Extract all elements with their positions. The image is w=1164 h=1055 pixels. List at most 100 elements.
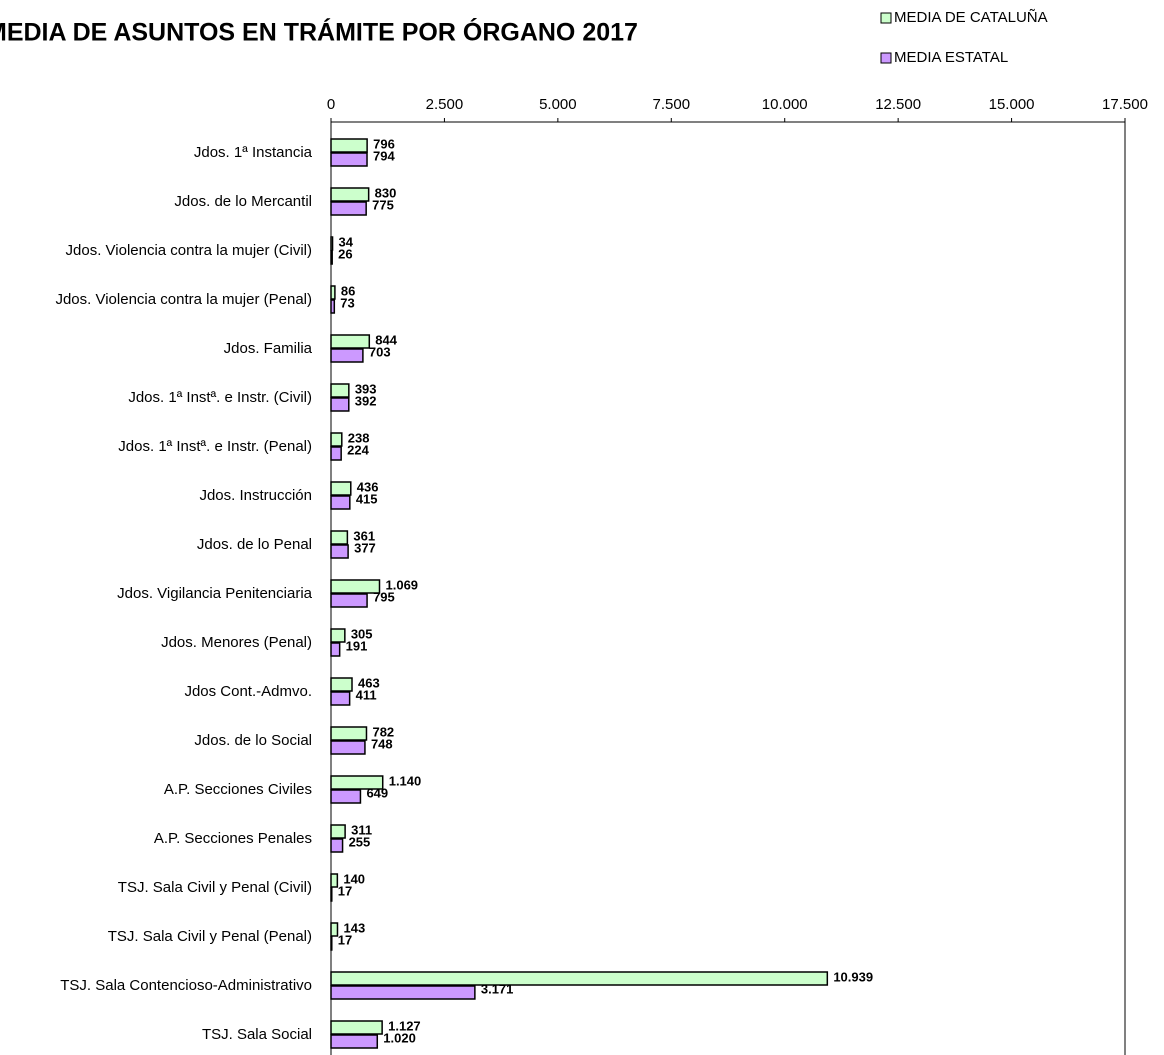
bar [330,138,368,153]
bar [330,887,333,902]
bar [330,971,829,986]
x-tick-label: 2.500 [426,96,464,113]
y-tick-label: Jdos. Vigilancia Penitenciaria [117,585,312,602]
value-label: 844 [375,332,397,347]
value-label: 796 [373,136,395,151]
bar [330,593,368,608]
bar [330,579,381,594]
bar [330,1020,383,1035]
x-tick-label: 7.500 [653,96,691,113]
bar [330,201,367,216]
bar [330,495,351,510]
y-tick-label: Jdos. 1ª Instª. e Instr. (Penal) [118,438,312,455]
bar [330,299,336,314]
x-tick-label: 0 [327,96,335,113]
bar [330,628,346,643]
bar [330,250,333,265]
value-label: 17 [338,932,352,947]
bar [330,544,349,559]
bar [330,677,353,692]
bar [330,187,370,202]
value-label: 17 [338,883,352,898]
legend-swatch [880,52,892,64]
value-label: 1.127 [388,1018,421,1033]
legend-label: MEDIA DE CATALUÑA [894,9,1048,26]
bar [330,873,339,888]
y-tick-label: Jdos Cont.-Admvo. [184,683,312,700]
value-label: 86 [341,283,355,298]
y-tick-label: TSJ. Sala Contencioso-Administrativo [60,977,312,994]
value-label: 305 [351,626,373,641]
value-label: 649 [366,785,388,800]
value-label: 782 [372,724,394,739]
bar [330,236,334,251]
value-label: 311 [351,822,372,837]
legend-label: MEDIA ESTATAL [894,49,1008,66]
x-tick-label: 17.500 [1102,96,1148,113]
value-label: 463 [358,675,380,690]
y-tick-label: Jdos. 1ª Instª. e Instr. (Civil) [128,389,312,406]
x-tick-label: 5.000 [539,96,577,113]
y-tick-label: Jdos. de lo Social [194,732,312,749]
value-label: 361 [353,528,375,543]
value-label: 3.171 [481,981,514,996]
bar [330,789,362,804]
bar [330,936,333,951]
value-label: 1.140 [389,773,422,788]
bar [330,740,366,755]
value-label: 1.069 [386,577,419,592]
value-label: 26 [338,246,352,261]
y-tick-label: A.P. Secciones Penales [154,830,312,847]
value-label: 238 [348,430,370,445]
x-tick-label: 15.000 [989,96,1035,113]
bar [330,334,371,349]
bar [330,775,384,790]
value-label: 392 [355,393,377,408]
bar [330,530,349,545]
value-label: 1.020 [383,1030,416,1045]
bar [330,691,351,706]
y-tick-label: Jdos. Menores (Penal) [161,634,312,651]
bar [330,838,344,853]
y-tick-label: Jdos. Violencia contra la mujer (Penal) [55,291,312,308]
value-label: 10.939 [833,969,873,984]
value-label: 411 [356,687,377,702]
bar [330,1034,379,1049]
bar [330,348,364,363]
y-tick-label: Jdos. Familia [224,340,313,357]
y-tick-label: Jdos. de lo Mercantil [174,193,312,210]
bar [330,642,341,657]
value-label: 143 [343,920,365,935]
value-label: 775 [372,197,394,212]
y-tick-label: Jdos. 1ª Instancia [194,144,313,161]
bar [330,481,352,496]
bar [330,285,336,300]
value-label: 830 [375,185,397,200]
value-label: 191 [346,638,368,653]
value-label: 255 [349,834,371,849]
y-tick-label: Jdos. Instrucción [199,487,312,504]
value-label: 703 [369,344,391,359]
value-label: 73 [340,295,354,310]
bar [330,432,343,447]
y-tick-label: A.P. Secciones Civiles [164,781,312,798]
bar [330,383,350,398]
bar [330,985,476,1000]
bar [330,397,350,412]
value-label: 795 [373,589,395,604]
y-tick-label: TSJ. Sala Social [202,1026,312,1043]
value-label: 415 [356,491,378,506]
value-label: 393 [355,381,377,396]
y-tick-label: TSJ. Sala Civil y Penal (Penal) [108,928,312,945]
value-label: 140 [343,871,365,886]
bar [330,726,368,741]
bar [330,446,342,461]
y-tick-label: Jdos. Violencia contra la mujer (Civil) [66,242,312,259]
legend-swatch [880,12,892,24]
value-label: 794 [373,148,395,163]
bar [330,152,368,167]
bar [330,824,346,839]
x-tick-label: 12.500 [875,96,921,113]
value-label: 436 [357,479,379,494]
